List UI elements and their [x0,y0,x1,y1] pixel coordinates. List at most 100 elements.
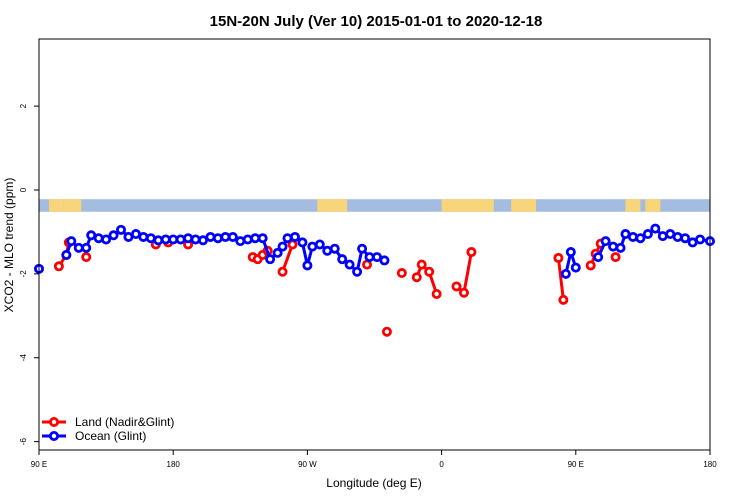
map-strip [39,199,710,212]
data-point [560,268,571,279]
legend-label: Land (Nadir&Glint) [75,415,174,429]
x-tick-label: 90 E [31,460,47,469]
data-point [600,236,611,247]
y-tick-label: -6 [19,438,28,446]
land-patch [625,199,641,212]
data-point [265,254,276,265]
land-patch [441,199,494,212]
data-point [680,233,691,244]
data-point [458,287,469,298]
data-point [183,233,194,244]
data-point [570,262,581,273]
data-point [205,231,216,242]
data-point [93,233,104,244]
x-tick-label: 90 W [298,460,317,469]
ocean-series [34,223,716,279]
data-point [314,239,325,250]
land-patch [511,199,537,212]
data-point [329,243,340,254]
legend-marker [49,416,60,427]
data-point [116,224,127,235]
x-tick-label: 0 [439,460,444,469]
data-point [302,260,313,271]
data-point [235,236,246,247]
data-point [396,268,407,279]
data-point [81,242,92,253]
land-patch [645,199,661,212]
data-point [61,249,72,260]
data-point [337,254,348,265]
data-point [672,231,683,242]
data-point [650,223,661,234]
data-point [424,266,435,277]
land-patch [48,199,64,212]
series-segment [556,257,565,301]
data-point [257,233,268,244]
data-point [297,237,308,248]
data-point [53,261,64,272]
legend-marker [49,430,60,441]
data-point [431,288,442,299]
land-patch [317,199,348,212]
data-point [198,235,209,246]
y-tick-label: 0 [19,187,28,192]
x-tick-label: 180 [167,460,181,469]
data-point [615,242,626,253]
data-point [642,229,653,240]
data-point [553,252,564,263]
data-point [357,243,368,254]
plot-frame [38,38,711,451]
data-point [352,266,363,277]
data-point [379,255,390,266]
x-axis-label: Longitude (deg E) [326,476,421,490]
data-point [627,231,638,242]
data-point [466,247,477,258]
y-tick-label: 2 [19,103,28,108]
data-point [101,234,112,245]
data-point [593,252,604,263]
x-tick-label: 180 [703,460,717,469]
data-point [695,234,706,245]
data-point [242,234,253,245]
data-point [451,281,462,292]
data-point [66,236,77,247]
data-point [610,252,621,263]
data-point [411,272,422,283]
data-point [190,234,201,245]
chart-title: 15N-20N July (Ver 10) 2015-01-01 to 2020… [210,13,543,30]
data-point [175,234,186,245]
ocean-band [39,199,710,212]
land-patch [63,199,82,212]
y-tick-label: -4 [19,354,28,362]
data-point [635,233,646,244]
data-point [138,231,149,242]
data-point [608,241,619,252]
data-point [153,235,164,246]
data-point [81,252,92,263]
y-tick-label: -2 [19,270,28,278]
data-point [272,247,283,258]
data-point [362,259,373,270]
data-point [277,241,288,252]
data-point [277,266,288,277]
data-point [565,247,576,258]
legend: Land (Nadir&Glint)Ocean (Glint) [42,415,174,443]
y-axis-label: XCO2 - MLO trend (ppm) [2,178,16,313]
data-point [585,260,596,271]
data-point [289,231,300,242]
data-point [108,230,119,241]
data-point [416,259,427,270]
data-point [344,259,355,270]
data-point [371,252,382,263]
data-point [212,233,223,244]
data-point [227,231,238,242]
legend-label: Ocean (Glint) [75,429,146,443]
series-layer [34,223,716,337]
y-axis: 2 0 -2 -4 -6 [19,103,39,445]
data-point [381,326,392,337]
x-axis: 90 E 180 90 W 0 90 E 180 [31,450,717,469]
data-point [558,294,569,305]
x-tick-label: 90 E [568,460,584,469]
data-point [282,233,293,244]
